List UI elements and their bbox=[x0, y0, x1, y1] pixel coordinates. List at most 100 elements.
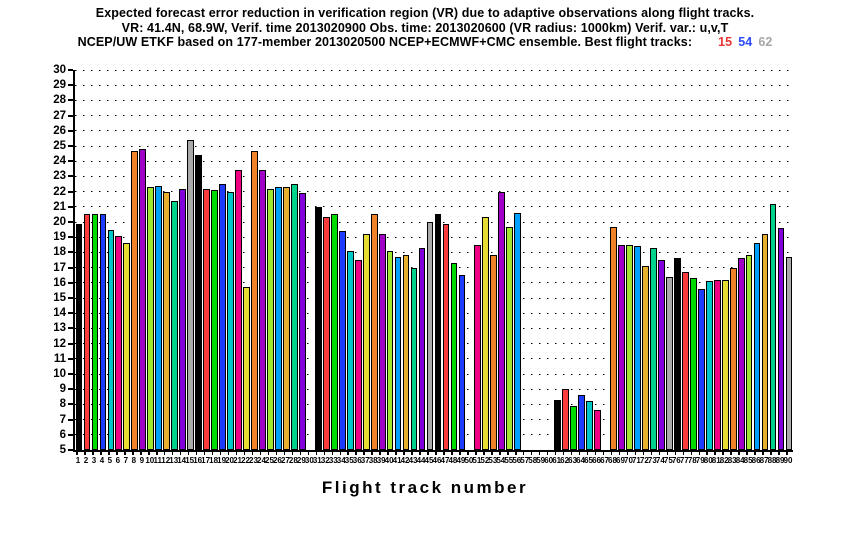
y-tick-label-17: 17 bbox=[53, 261, 66, 274]
bar-track-19 bbox=[219, 184, 226, 450]
x-tick-20 bbox=[227, 452, 230, 455]
bar-track-9 bbox=[139, 149, 147, 450]
x-tick-42 bbox=[403, 452, 405, 455]
bar-track-20 bbox=[227, 191, 234, 450]
x-tick-label-30: 30 bbox=[304, 456, 314, 465]
gridline-26 bbox=[75, 130, 793, 132]
bar-track-46 bbox=[434, 214, 442, 450]
x-tick-label-90: 90 bbox=[783, 456, 793, 465]
bar-track-42 bbox=[402, 255, 410, 450]
x-tick-80 bbox=[706, 452, 708, 455]
gridline-18 bbox=[75, 251, 793, 253]
gridline-14 bbox=[75, 312, 793, 314]
bar-track-74 bbox=[657, 260, 665, 450]
bar-track-84 bbox=[737, 258, 745, 450]
gridline-10 bbox=[75, 373, 793, 375]
x-tick-68 bbox=[610, 452, 613, 455]
y-tick-5 bbox=[68, 449, 73, 451]
x-tick-28 bbox=[291, 452, 294, 455]
best-track-3: 62 bbox=[758, 35, 773, 49]
bar-track-16 bbox=[195, 155, 203, 450]
chart-title-line3-text: NCEP/UW ETKF based on 177-member 2013020… bbox=[77, 35, 693, 49]
x-tick-61 bbox=[554, 452, 557, 455]
x-tick-33 bbox=[331, 452, 334, 455]
x-tick-71 bbox=[634, 452, 637, 455]
x-tick-34 bbox=[339, 452, 341, 455]
best-track-1: 15 bbox=[718, 35, 733, 49]
x-tick-86 bbox=[754, 452, 756, 455]
x-tick-label-27: 27 bbox=[280, 456, 290, 465]
x-tick-label-74: 74 bbox=[655, 456, 665, 465]
bar-track-34 bbox=[338, 231, 346, 450]
y-tick-label-14: 14 bbox=[53, 307, 66, 320]
bar-track-36 bbox=[354, 260, 362, 450]
bar-track-72 bbox=[642, 266, 649, 450]
bar-track-83 bbox=[729, 267, 737, 450]
y-tick-24 bbox=[68, 160, 73, 163]
y-tick-label-5: 5 bbox=[59, 444, 66, 456]
x-tick-label-83: 83 bbox=[727, 456, 737, 465]
x-tick-label-16: 16 bbox=[193, 456, 203, 465]
x-tick-3 bbox=[92, 452, 94, 455]
x-tick-52 bbox=[483, 452, 485, 455]
bar-track-1 bbox=[75, 223, 83, 450]
y-tick-label-13: 13 bbox=[53, 322, 66, 335]
best-track-2: 54 bbox=[738, 35, 753, 49]
x-tick-label-3: 3 bbox=[91, 456, 97, 465]
x-tick-label-36: 36 bbox=[352, 456, 362, 465]
gridline-8 bbox=[75, 403, 793, 405]
x-tick-23 bbox=[251, 452, 254, 455]
x-tick-label-40: 40 bbox=[384, 456, 394, 465]
bar-track-22 bbox=[243, 287, 250, 450]
gridline-20 bbox=[75, 221, 793, 223]
x-tick-label-22: 22 bbox=[241, 456, 250, 465]
y-tick-label-18: 18 bbox=[53, 246, 66, 259]
bar-track-5 bbox=[107, 229, 115, 450]
x-tick-label-12: 12 bbox=[161, 456, 171, 465]
y-tick-label-23: 23 bbox=[53, 170, 66, 183]
x-tick-label-81: 81 bbox=[711, 456, 721, 465]
x-tick-4 bbox=[100, 452, 102, 455]
bar-track-69 bbox=[618, 244, 625, 450]
x-tick-74 bbox=[658, 452, 661, 455]
y-tick-label-16: 16 bbox=[53, 276, 66, 289]
x-tick-label-59: 59 bbox=[536, 456, 546, 465]
x-tick-label-58: 58 bbox=[528, 456, 538, 465]
x-tick-16 bbox=[195, 452, 198, 455]
x-tick-17 bbox=[203, 452, 206, 455]
x-tick-46 bbox=[435, 452, 437, 455]
x-tick-75 bbox=[666, 452, 669, 455]
bar-track-8 bbox=[131, 150, 139, 450]
gridline-16 bbox=[75, 282, 793, 284]
x-tick-83 bbox=[730, 452, 732, 455]
bar-track-70 bbox=[626, 244, 633, 450]
x-tick-22 bbox=[243, 452, 246, 455]
x-tick-21 bbox=[235, 452, 238, 455]
y-tick-label-15: 15 bbox=[53, 292, 66, 304]
bar-track-44 bbox=[418, 247, 426, 450]
x-tick-label-45: 45 bbox=[424, 456, 434, 465]
bar-track-24 bbox=[259, 170, 266, 450]
x-tick-59 bbox=[538, 452, 541, 455]
x-tick-label-73: 73 bbox=[647, 456, 657, 465]
x-tick-label-80: 80 bbox=[703, 456, 713, 465]
x-tick-66 bbox=[594, 452, 597, 455]
x-tick-67 bbox=[602, 452, 605, 455]
bar-track-61 bbox=[554, 399, 562, 450]
x-tick-label-21: 21 bbox=[233, 456, 242, 465]
x-tick-58 bbox=[530, 452, 533, 455]
x-tick-11 bbox=[156, 452, 158, 455]
x-tick-50 bbox=[467, 452, 469, 455]
y-tick-16 bbox=[68, 281, 73, 284]
bar-track-62 bbox=[562, 389, 569, 450]
x-tick-label-15: 15 bbox=[185, 456, 195, 465]
x-tick-label-38: 38 bbox=[368, 456, 378, 465]
bar-track-12 bbox=[163, 191, 171, 450]
bar-track-32 bbox=[322, 217, 330, 450]
x-tick-38 bbox=[371, 452, 373, 455]
y-tick-28 bbox=[68, 99, 73, 102]
x-tick-14 bbox=[179, 452, 182, 455]
x-tick-13 bbox=[171, 452, 174, 455]
bar-track-18 bbox=[211, 190, 218, 450]
bar-track-31 bbox=[314, 206, 322, 450]
